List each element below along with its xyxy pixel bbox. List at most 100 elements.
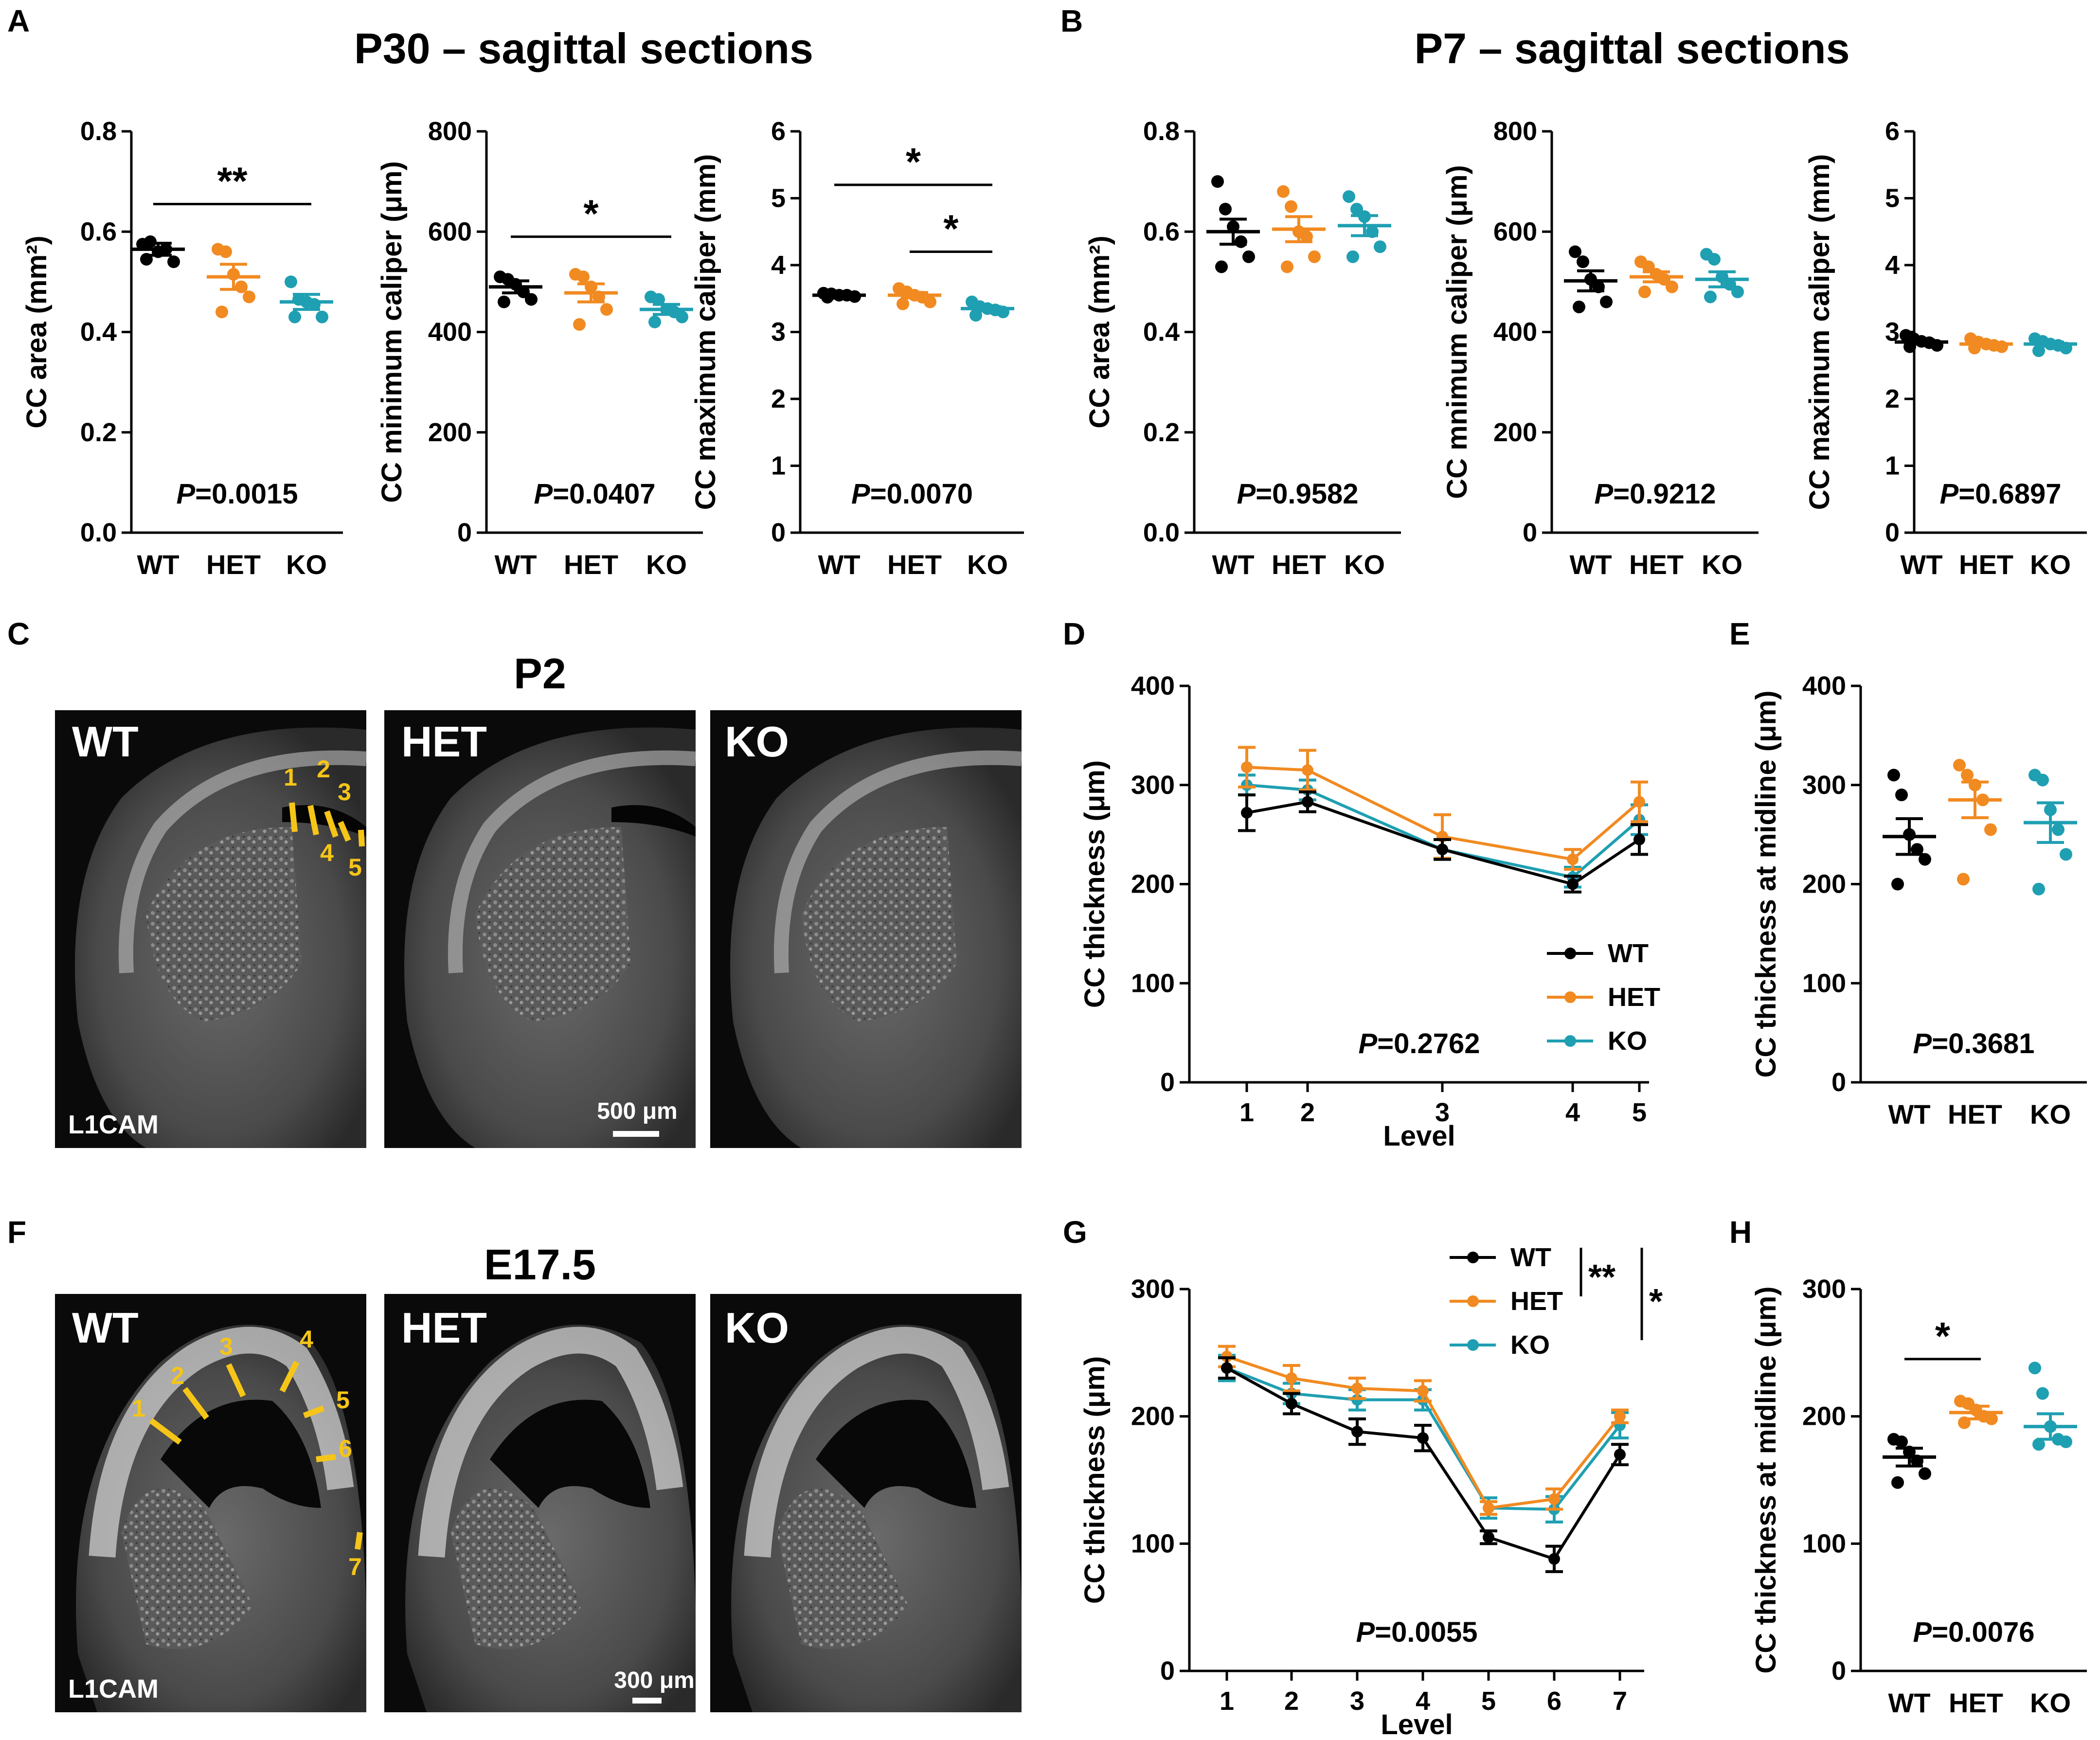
y-tick-label: 0	[1831, 1068, 1846, 1097]
data-point	[215, 305, 228, 319]
data-point	[577, 270, 590, 284]
y-tick-label: 200	[1493, 418, 1537, 447]
p-value-number: =0.0055	[1375, 1616, 1477, 1648]
y-tick-label: 0.2	[80, 418, 117, 447]
title-f: E17.5	[484, 1240, 596, 1289]
x-tick-label: KO	[2030, 1099, 2071, 1130]
data-point	[1891, 878, 1904, 891]
data-point	[1731, 286, 1744, 298]
micrograph-label-c-het: HET	[401, 718, 487, 766]
p-value-number: =0.0015	[195, 478, 298, 510]
panel-letter-a: A	[7, 3, 30, 38]
data-point	[235, 280, 248, 293]
y-tick-label: 3	[771, 318, 786, 347]
p-value-number: =0.9582	[1256, 478, 1358, 510]
data-point	[1614, 1449, 1626, 1461]
data-point	[219, 245, 232, 258]
data-point	[1638, 286, 1651, 298]
p-letter: P	[1940, 478, 1959, 510]
data-point	[1219, 202, 1232, 215]
data-point	[1666, 280, 1678, 293]
x-tick-label: KO	[286, 549, 327, 580]
data-point	[1281, 260, 1293, 273]
x-tick-label: 6	[1547, 1686, 1562, 1716]
level-marks-c	[289, 802, 365, 847]
y-tick-label: 0	[1160, 1656, 1175, 1686]
chart-b-min-caliper: 0 200 400 600 800 CC mnimum caliper (μm) P=0.9…	[1441, 117, 1759, 580]
x-tick-label: HET	[1959, 549, 2013, 580]
y-tick-label: 300	[1131, 771, 1175, 800]
data-point	[1567, 878, 1579, 890]
level-mark-f-5: 5	[336, 1386, 350, 1414]
data-point	[1285, 200, 1297, 213]
p-letter: P	[1356, 1616, 1375, 1648]
legend-label: HET	[1608, 983, 1660, 1012]
y-axis-label: CC minimum caliper (μm)	[376, 161, 408, 503]
title-b: P7 – sagittal sections	[1414, 24, 1849, 72]
p-value: P=0.0070	[851, 478, 973, 510]
data-point	[652, 293, 665, 306]
legend-marker	[1467, 1252, 1479, 1263]
legend-marker	[1564, 948, 1576, 959]
data-point	[2028, 1362, 2041, 1375]
x-tick-label: 1	[1220, 1686, 1234, 1716]
x-axis-label: Level	[1383, 1120, 1455, 1152]
y-tick-label: 200	[428, 418, 472, 447]
p-letter: P	[1359, 1028, 1378, 1059]
title-a: P30 – sagittal sections	[354, 24, 813, 72]
y-tick-label: 200	[1802, 870, 1846, 899]
legend-marker	[1564, 991, 1576, 1003]
x-tick-label: WT	[1888, 1099, 1930, 1130]
x-tick-label: WT	[1569, 549, 1612, 580]
y-tick-label: 600	[1493, 217, 1537, 246]
chart-h-midline-thickness: 0 100 200 300 CC thickness at midline (μm) P=…	[1750, 1274, 2087, 1718]
y-tick-label: 400	[1493, 318, 1537, 347]
data-point	[1343, 190, 1355, 203]
y-axis-label: CC maximum caliper (mm)	[690, 154, 721, 510]
data-point	[1600, 295, 1613, 308]
p-value-number: =0.0076	[1932, 1616, 2034, 1648]
data-point	[243, 290, 255, 304]
y-axis-label: CC thickness (μm)	[1079, 1356, 1111, 1604]
panel-letter-b: B	[1060, 3, 1083, 38]
micrograph-label-f-het: HET	[401, 1304, 487, 1352]
stain-label-f: L1CAM	[68, 1674, 159, 1704]
p-letter: P	[534, 478, 553, 510]
significance-stars: *	[906, 140, 921, 183]
data-point	[1374, 240, 1386, 253]
data-point	[1573, 300, 1585, 313]
y-axis-label: CC thickness at midline (μm)	[1750, 690, 1782, 1077]
legend-marker	[1467, 1339, 1479, 1351]
micrograph-c-ko: KO	[710, 710, 1023, 1148]
y-tick-label: 0.0	[1143, 518, 1180, 547]
data-point	[648, 315, 661, 328]
level-mark-f-1: 1	[132, 1395, 145, 1422]
data-point	[288, 310, 301, 323]
data-point	[2036, 773, 2049, 787]
legend-label: KO	[1510, 1330, 1550, 1360]
x-tick-label: 5	[1481, 1686, 1496, 1716]
y-tick-label: 100	[1802, 969, 1846, 998]
chart-a-cc-area: 0.0 0.2 0.4 0.6 0.8 CC area (mm²) P=0.0015 WT HE…	[21, 117, 343, 580]
data-point	[1302, 764, 1313, 776]
data-point	[144, 235, 157, 248]
level-mark-f-6: 6	[339, 1435, 352, 1462]
x-tick-label: 2	[1284, 1686, 1299, 1716]
data-point	[1985, 1412, 1998, 1425]
data-point	[1633, 796, 1645, 808]
y-tick-label: 0.6	[80, 217, 117, 246]
legend-label: HET	[1510, 1287, 1563, 1316]
x-tick-label: HET	[1949, 1687, 2003, 1718]
x-tick-label: WT	[494, 549, 537, 580]
data-point	[897, 297, 909, 310]
y-tick-label: 2	[771, 384, 786, 413]
data-point	[1436, 843, 1448, 856]
x-tick-label: KO	[2030, 549, 2071, 580]
data-point	[1953, 759, 1966, 771]
y-tick-label: 4	[1885, 251, 1900, 280]
y-tick-label: 0.2	[1143, 418, 1180, 447]
p-letter: P	[1237, 478, 1256, 510]
p-value: P=0.6897	[1940, 478, 2062, 510]
legend-label: WT	[1608, 939, 1649, 968]
